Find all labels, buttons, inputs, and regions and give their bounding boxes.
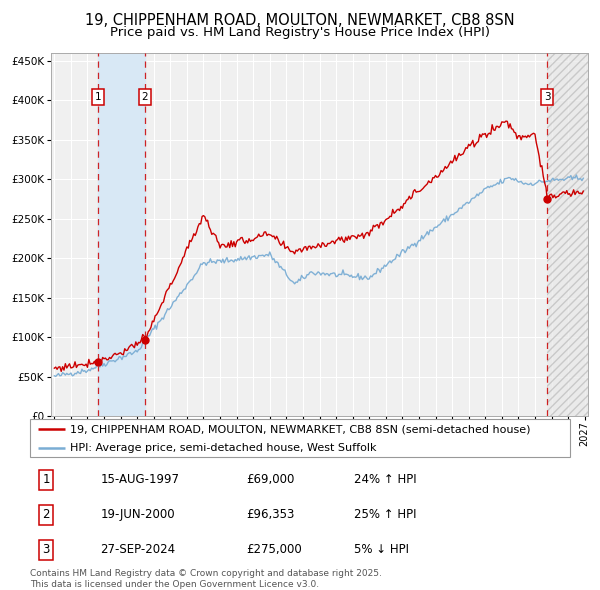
Text: 1: 1	[94, 91, 101, 101]
FancyBboxPatch shape	[30, 419, 570, 457]
Text: 5% ↓ HPI: 5% ↓ HPI	[354, 543, 409, 556]
Text: 25% ↑ HPI: 25% ↑ HPI	[354, 508, 416, 522]
Text: 3: 3	[43, 543, 50, 556]
Text: 19, CHIPPENHAM ROAD, MOULTON, NEWMARKET, CB8 8SN (semi-detached house): 19, CHIPPENHAM ROAD, MOULTON, NEWMARKET,…	[71, 424, 531, 434]
Text: 3: 3	[544, 91, 551, 101]
Text: £96,353: £96,353	[246, 508, 295, 522]
Bar	[547, 53, 588, 416]
Text: 2: 2	[43, 508, 50, 522]
Text: HPI: Average price, semi-detached house, West Suffolk: HPI: Average price, semi-detached house,…	[71, 442, 377, 453]
Text: 1: 1	[43, 473, 50, 486]
Text: £275,000: £275,000	[246, 543, 302, 556]
Text: 2: 2	[142, 91, 148, 101]
Text: 15-AUG-1997: 15-AUG-1997	[100, 473, 179, 486]
Bar	[98, 53, 145, 416]
Text: 19, CHIPPENHAM ROAD, MOULTON, NEWMARKET, CB8 8SN: 19, CHIPPENHAM ROAD, MOULTON, NEWMARKET,…	[85, 13, 515, 28]
Text: Contains HM Land Registry data © Crown copyright and database right 2025.
This d: Contains HM Land Registry data © Crown c…	[30, 569, 382, 589]
Text: 19-JUN-2000: 19-JUN-2000	[100, 508, 175, 522]
Text: 27-SEP-2024: 27-SEP-2024	[100, 543, 175, 556]
Text: 24% ↑ HPI: 24% ↑ HPI	[354, 473, 416, 486]
Text: Price paid vs. HM Land Registry's House Price Index (HPI): Price paid vs. HM Land Registry's House …	[110, 26, 490, 39]
Text: £69,000: £69,000	[246, 473, 295, 486]
